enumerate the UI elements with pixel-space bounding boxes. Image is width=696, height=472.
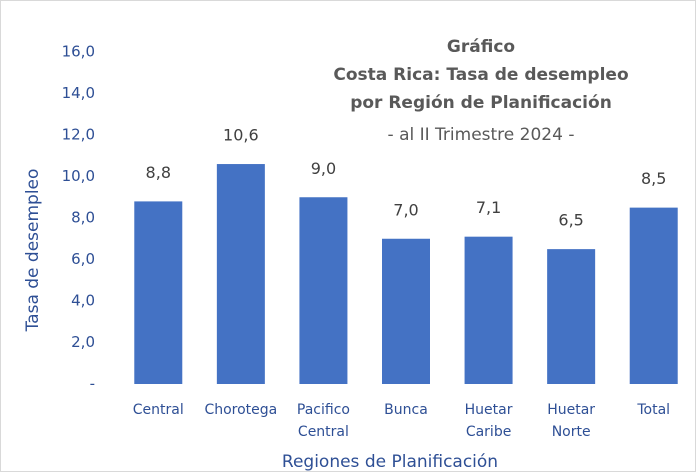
y-tick-label: 6,0 [71,250,95,268]
chart-title: Costa Rica: Tasa de desempleo [333,65,628,85]
x-tick-label: Central [298,424,349,440]
data-label: 6,5 [558,211,583,230]
y-tick-label: 14,0 [62,84,95,102]
bar [629,207,678,384]
chart-subtitle: - al II Trimestre 2024 - [388,125,575,145]
x-tick-label: Huetar [547,402,595,418]
bar [216,164,265,384]
data-label: 7,0 [393,200,418,219]
x-tick-label: Pacifico [297,402,350,418]
x-tick-label: Chorotega [204,402,277,418]
x-tick-label: Total [636,402,670,418]
x-tick-label: Central [133,402,184,418]
x-tick-label: Huetar [465,402,513,418]
y-tick-label: 2,0 [71,333,95,351]
y-tick-label: 16,0 [62,43,95,61]
bar [134,201,183,384]
data-label: 9,0 [311,159,336,178]
bar [464,236,513,384]
x-tick-label: Norte [552,424,591,440]
data-label: 8,8 [146,163,171,182]
y-axis-label: Tasa de desempleo [23,169,43,333]
x-tick-label: Bunca [384,402,428,418]
y-tick-label: 12,0 [62,126,95,144]
chart-title: Gráfico [447,37,515,57]
bar [382,238,430,384]
y-tick-label: - [90,375,95,393]
y-tick-label: 8,0 [71,209,95,227]
data-label: 7,1 [476,198,501,217]
y-tick-label: 10,0 [62,167,95,185]
x-axis-label: Regiones de Planificación [282,452,498,472]
bar [547,249,596,384]
y-tick-label: 4,0 [71,292,95,310]
x-tick-label: Caribe [466,424,512,440]
data-label: 8,5 [641,169,666,188]
data-label: 10,6 [223,126,259,145]
chart-title: por Región de Planificación [350,93,612,113]
bar [299,197,348,384]
